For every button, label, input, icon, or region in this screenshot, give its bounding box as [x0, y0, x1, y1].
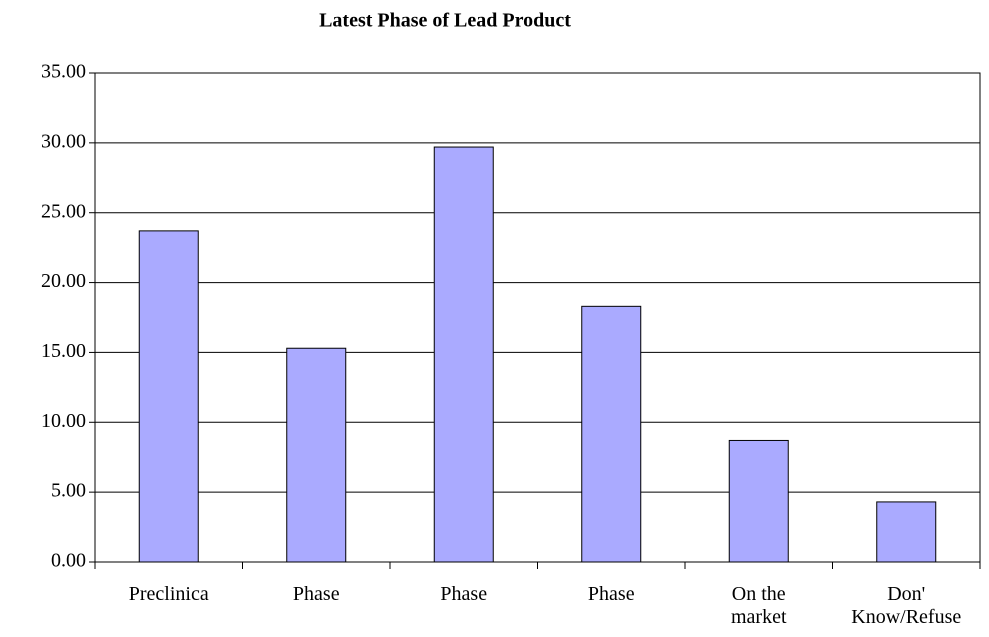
bar: [286, 347, 347, 563]
y-tick-label: 15.00: [41, 340, 86, 362]
bar: [433, 146, 494, 563]
y-tick-label: 25.00: [41, 200, 86, 222]
x-tick-label: Phase: [440, 583, 488, 605]
x-tick-label: Phase: [587, 583, 635, 605]
bar: [581, 305, 642, 563]
x-tick-label: Phase: [292, 583, 340, 605]
y-tick-label: 0.00: [51, 550, 86, 572]
x-tick-label: On the market: [730, 583, 787, 628]
bar: [728, 439, 789, 563]
chart-title: Latest Phase of Lead Product: [319, 10, 571, 32]
plot-border: [94, 72, 981, 563]
y-tick-label: 5.00: [51, 480, 86, 502]
x-tick-label: Preclinica: [128, 583, 209, 605]
y-tick-label: 20.00: [41, 270, 86, 292]
x-tick-label: Don' Know/Refuse: [851, 583, 962, 628]
y-tick-label: 30.00: [41, 130, 86, 152]
y-tick-label: 10.00: [41, 410, 86, 432]
bar: [876, 501, 937, 563]
y-tick-label: 35.00: [41, 61, 86, 83]
bar: [138, 230, 199, 563]
